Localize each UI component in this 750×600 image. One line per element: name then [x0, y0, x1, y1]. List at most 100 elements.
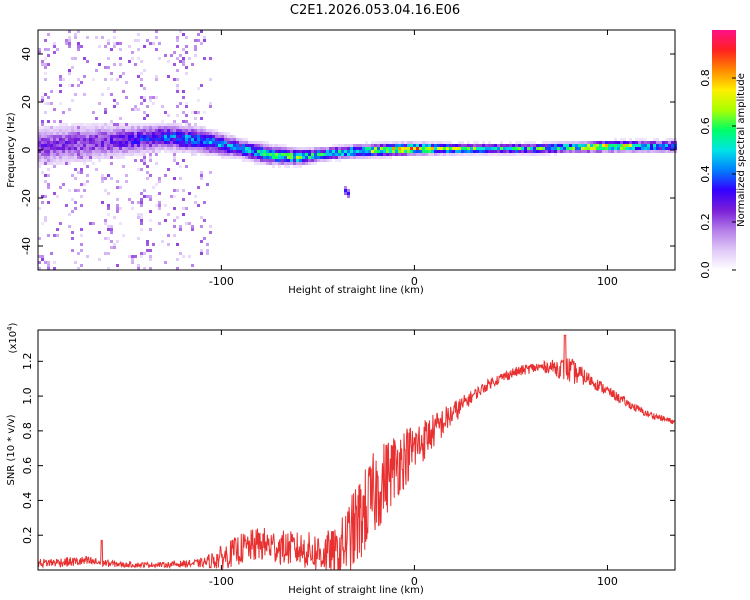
heatmap-cell [668, 138, 671, 141]
heatmap-cell [593, 147, 596, 150]
heatmap-cell [395, 150, 398, 153]
heatmap-cell [440, 147, 443, 150]
heatmap-cell [242, 150, 245, 153]
spectrogram-xlabel: Height of straight line (km) [288, 285, 424, 296]
heatmap-cell [314, 150, 317, 153]
heatmap-cell [41, 99, 44, 102]
heatmap-cell [107, 228, 110, 231]
heatmap-cell [125, 138, 128, 141]
heatmap-cell [131, 255, 134, 258]
heatmap-cell [311, 153, 314, 156]
heatmap-cell [152, 138, 155, 141]
heatmap-cell [170, 141, 173, 144]
heatmap-cell [170, 147, 173, 150]
heatmap-cell [671, 138, 674, 141]
heatmap-cell [38, 129, 41, 132]
heatmap-cell [290, 162, 293, 165]
heatmap-cell [155, 123, 158, 126]
heatmap-cell [560, 150, 563, 153]
heatmap-cell [101, 126, 104, 129]
heatmap-cell [83, 126, 86, 129]
heatmap-cell [284, 150, 287, 153]
heatmap-cell [518, 144, 521, 147]
heatmap-cell [92, 78, 95, 81]
heatmap-cell [53, 267, 56, 270]
heatmap-cell [206, 249, 209, 252]
heatmap-cell [77, 153, 80, 156]
heatmap-cell [74, 129, 77, 132]
heatmap-cell [182, 126, 185, 129]
heatmap-cell [512, 153, 515, 156]
heatmap-cell [116, 186, 119, 189]
heatmap-cell [401, 147, 404, 150]
heatmap-cell [38, 138, 41, 141]
heatmap-cell [140, 123, 143, 126]
heatmap-cell [626, 141, 629, 144]
heatmap-cell [602, 147, 605, 150]
heatmap-cell [104, 177, 107, 180]
heatmap-cell [95, 135, 98, 138]
heatmap-cell [50, 126, 53, 129]
heatmap-cell [239, 144, 242, 147]
heatmap-cell [458, 141, 461, 144]
heatmap-cell [179, 165, 182, 168]
heatmap-cell [224, 141, 227, 144]
heatmap-cell [581, 150, 584, 153]
heatmap-cell [428, 147, 431, 150]
heatmap-cell [206, 243, 209, 246]
heatmap-cell [236, 144, 239, 147]
heatmap-cell [530, 144, 533, 147]
heatmap-cell [65, 159, 68, 162]
heatmap-cell [143, 69, 146, 72]
heatmap-cell [191, 132, 194, 135]
heatmap-cell [659, 141, 662, 144]
heatmap-cell [194, 201, 197, 204]
heatmap-cell [176, 216, 179, 219]
heatmap-cell [140, 84, 143, 87]
heatmap-cell [83, 132, 86, 135]
heatmap-cell [149, 135, 152, 138]
heatmap-cell [140, 168, 143, 171]
heatmap-cell [215, 141, 218, 144]
heatmap-cell [404, 153, 407, 156]
heatmap-cell [158, 150, 161, 153]
heatmap-cell [215, 144, 218, 147]
heatmap-cell [578, 147, 581, 150]
heatmap-cell [146, 144, 149, 147]
heatmap-cell [101, 153, 104, 156]
heatmap-cell [101, 141, 104, 144]
heatmap-cell [194, 123, 197, 126]
heatmap-cell [443, 153, 446, 156]
heatmap-cell [209, 225, 212, 228]
heatmap-cell [185, 138, 188, 141]
snr-ytick-label: 0.2 [21, 526, 34, 544]
heatmap-cell [77, 45, 80, 48]
heatmap-cell [242, 144, 245, 147]
heatmap-cell [293, 159, 296, 162]
heatmap-cell [131, 258, 134, 261]
heatmap-cell [347, 144, 350, 147]
heatmap-cell [488, 150, 491, 153]
heatmap-cell [305, 150, 308, 153]
heatmap-cell [131, 123, 134, 126]
heatmap-cell [113, 147, 116, 150]
heatmap-cell [464, 144, 467, 147]
heatmap-cell [74, 168, 77, 171]
heatmap-cell [74, 156, 77, 159]
heatmap-cell [569, 144, 572, 147]
heatmap-cell [167, 138, 170, 141]
heatmap-cell [491, 150, 494, 153]
heatmap-cell [47, 135, 50, 138]
heatmap-cell [86, 180, 89, 183]
heatmap-cell [98, 135, 101, 138]
heatmap-cell [182, 159, 185, 162]
heatmap-cell [221, 141, 224, 144]
heatmap-cell [47, 129, 50, 132]
heatmap-cell [266, 147, 269, 150]
heatmap-cell [206, 138, 209, 141]
heatmap-cell [185, 45, 188, 48]
heatmap-cell [161, 135, 164, 138]
heatmap-cell [263, 141, 266, 144]
heatmap-cell [86, 165, 89, 168]
